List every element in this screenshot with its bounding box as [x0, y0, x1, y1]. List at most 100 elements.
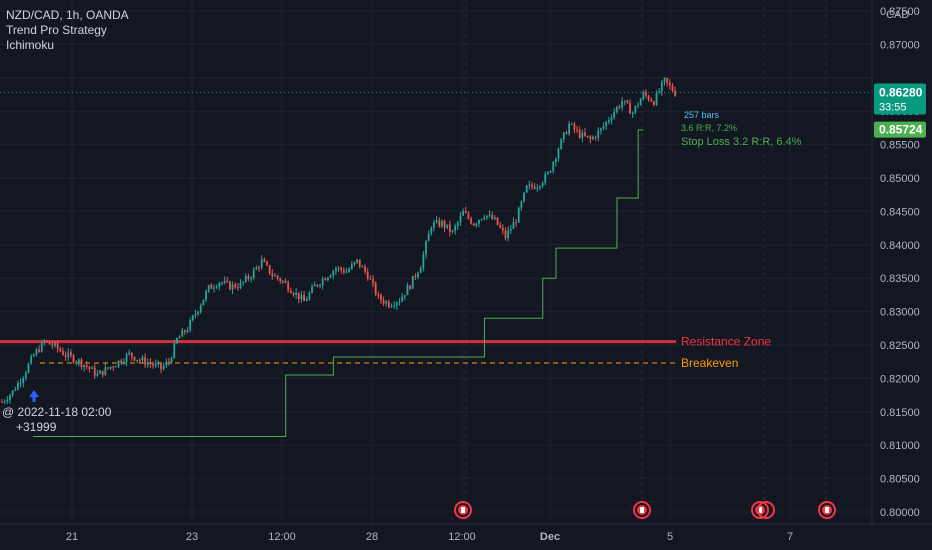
candle-body	[441, 221, 443, 227]
breakeven-label: Breakeven	[681, 356, 738, 370]
candle-body	[11, 390, 14, 395]
candle-body	[613, 111, 616, 118]
candle-body	[239, 282, 242, 288]
price-tick-label: 0.81500	[880, 407, 920, 419]
candle-body	[475, 223, 478, 226]
candle-body	[138, 359, 141, 361]
candle-body	[157, 363, 160, 365]
candle-body	[303, 295, 305, 302]
candle-body	[409, 285, 411, 289]
time-axis[interactable]: 21 23 12:00 28 12:00 Dec 5 7	[0, 523, 932, 550]
target-rr-label: 3.6 R:R, 7.2%	[681, 123, 737, 133]
stop-price-value: 0.85724	[879, 123, 923, 137]
candle-body	[589, 136, 592, 140]
price-tick-label: 0.87000	[880, 39, 920, 51]
candle-body	[655, 92, 658, 105]
candle-body	[372, 279, 374, 283]
candle-body	[250, 277, 252, 279]
candle-body	[17, 382, 19, 390]
candle-body	[666, 77, 669, 83]
candle-body	[176, 338, 178, 344]
candle-body	[504, 230, 507, 238]
candle-body	[35, 349, 38, 355]
session-dividers	[465, 0, 827, 524]
candle-body	[642, 92, 645, 100]
price-axis[interactable]: CAD0.875000.870000.860000.855000.850000.…	[871, 0, 932, 550]
candle-body	[104, 367, 107, 376]
candle-body	[279, 278, 282, 282]
event-flag-center	[640, 507, 644, 513]
candle-body	[547, 172, 549, 174]
candle-body	[631, 112, 634, 114]
candle-body	[345, 271, 348, 273]
candle-body	[674, 90, 676, 96]
candle-body	[242, 281, 245, 283]
candle-body	[536, 187, 539, 189]
candle-body	[562, 132, 565, 140]
candle-body	[70, 352, 72, 356]
candle-body	[578, 129, 581, 138]
candle-body	[337, 267, 340, 269]
candle-body	[438, 220, 441, 227]
indicator-title[interactable]: Ichimoku	[6, 38, 55, 52]
candle-body	[14, 389, 17, 391]
candle-body	[605, 121, 608, 127]
candle-body	[395, 302, 398, 306]
stop-price-tag	[874, 121, 926, 138]
candle-body	[24, 372, 27, 379]
candle-body	[557, 149, 560, 159]
strategy-lines	[0, 91, 872, 438]
candle-body	[425, 241, 427, 255]
stop-loss-label: Stop Loss 3.2 R:R, 6.4%	[681, 136, 802, 148]
candle-body	[22, 378, 25, 383]
candle-body	[96, 373, 99, 376]
candle-body	[48, 341, 51, 345]
candle-body	[221, 282, 223, 284]
current-price-value: 0.86280	[879, 85, 923, 99]
candle-body	[183, 330, 186, 333]
signal-profit-label: +31999	[16, 420, 57, 434]
candle-body	[472, 223, 475, 226]
candle-body	[600, 128, 602, 131]
candle-body	[494, 217, 496, 220]
strategy-title[interactable]: Trend Pro Strategy	[6, 23, 107, 37]
candles	[1, 77, 676, 405]
candle-body	[109, 366, 112, 369]
candle-body	[144, 357, 146, 365]
candle-body	[54, 342, 56, 346]
candle-body	[653, 101, 655, 105]
chart-legend: NZD/CAD, 1h, OANDA Trend Pro Strategy Ic…	[6, 8, 129, 53]
candle-body	[454, 226, 457, 231]
candle-body	[231, 284, 234, 290]
candle-body	[419, 268, 422, 273]
candle-body	[464, 211, 467, 214]
price-tick-label: 0.84500	[880, 206, 920, 218]
candle-body	[91, 367, 93, 369]
time-tick-label: 7	[787, 531, 793, 543]
candle-body	[385, 301, 388, 304]
candle-body	[422, 254, 425, 269]
candle-body	[335, 268, 337, 272]
candle-body	[499, 224, 502, 228]
currency-label: CAD	[886, 9, 909, 21]
candle-body	[486, 215, 488, 218]
candle-body	[252, 269, 255, 278]
candle-body	[295, 292, 298, 295]
candle-body	[168, 361, 170, 363]
candle-body	[194, 313, 197, 316]
candle-body	[671, 85, 674, 91]
candle-body	[531, 184, 533, 187]
candle-body	[544, 173, 547, 183]
candle-body	[650, 99, 653, 102]
candle-body	[515, 222, 517, 224]
candle-body	[470, 218, 472, 224]
stop-loss-line	[33, 129, 644, 438]
symbol-title[interactable]: NZD/CAD, 1h, OANDA	[6, 8, 129, 22]
candle-body	[462, 211, 464, 216]
candle-body	[607, 120, 610, 122]
candle-body	[205, 291, 207, 300]
signal-date-label: @ 2022-11-18 02:00	[2, 405, 112, 419]
grid	[0, 0, 872, 524]
candle-body	[284, 280, 287, 283]
